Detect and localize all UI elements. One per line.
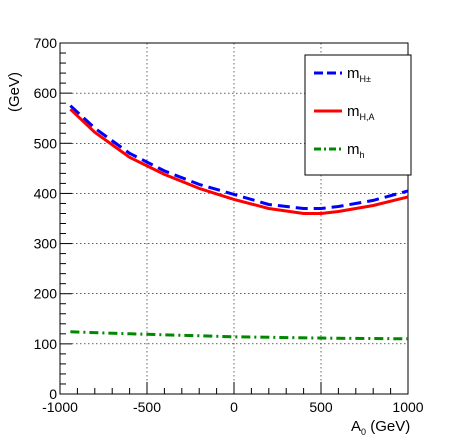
series-line-h <box>70 330 409 341</box>
x-tick-label: 0 <box>230 399 238 415</box>
x-tick-label: -1000 <box>42 399 78 415</box>
legend: mH± mH,A mh <box>304 54 412 176</box>
y-tick-label: 500 <box>34 135 58 151</box>
x-tick-label: 1000 <box>392 399 423 415</box>
y-tick-label: 0 <box>49 386 57 402</box>
legend-box <box>304 54 412 176</box>
x-tick-label: -500 <box>133 399 161 415</box>
y-tick-label: 300 <box>34 236 58 252</box>
x-axis-label-unit: (GeV) <box>366 418 410 435</box>
series-lines <box>69 104 409 341</box>
legend-label: mH± <box>347 65 371 84</box>
axis-ticks <box>59 42 409 395</box>
x-axis-label-sub: 0 <box>361 427 366 437</box>
y-tick-labels: 0 100 200 300 400 500 600 700 <box>34 35 58 402</box>
legend-label: mh <box>347 141 365 160</box>
y-tick-label: 700 <box>34 35 58 51</box>
y-tick-label: 400 <box>34 185 58 201</box>
y-tick-label: 200 <box>34 286 58 302</box>
y-tick-label: 100 <box>34 336 58 352</box>
series-line-H,A <box>69 108 409 215</box>
x-axis-label-main: A <box>351 418 361 435</box>
x-tick-labels: -1000 -500 0 500 1000 <box>42 399 424 415</box>
y-tick-label: 600 <box>34 85 58 101</box>
x-tick-label: 500 <box>309 399 333 415</box>
x-axis-label: A0 (GeV) <box>351 418 410 437</box>
y-axis-label: (GeV) <box>6 72 23 112</box>
series-line-H± <box>69 104 409 210</box>
legend-label: mH,A <box>347 103 375 122</box>
